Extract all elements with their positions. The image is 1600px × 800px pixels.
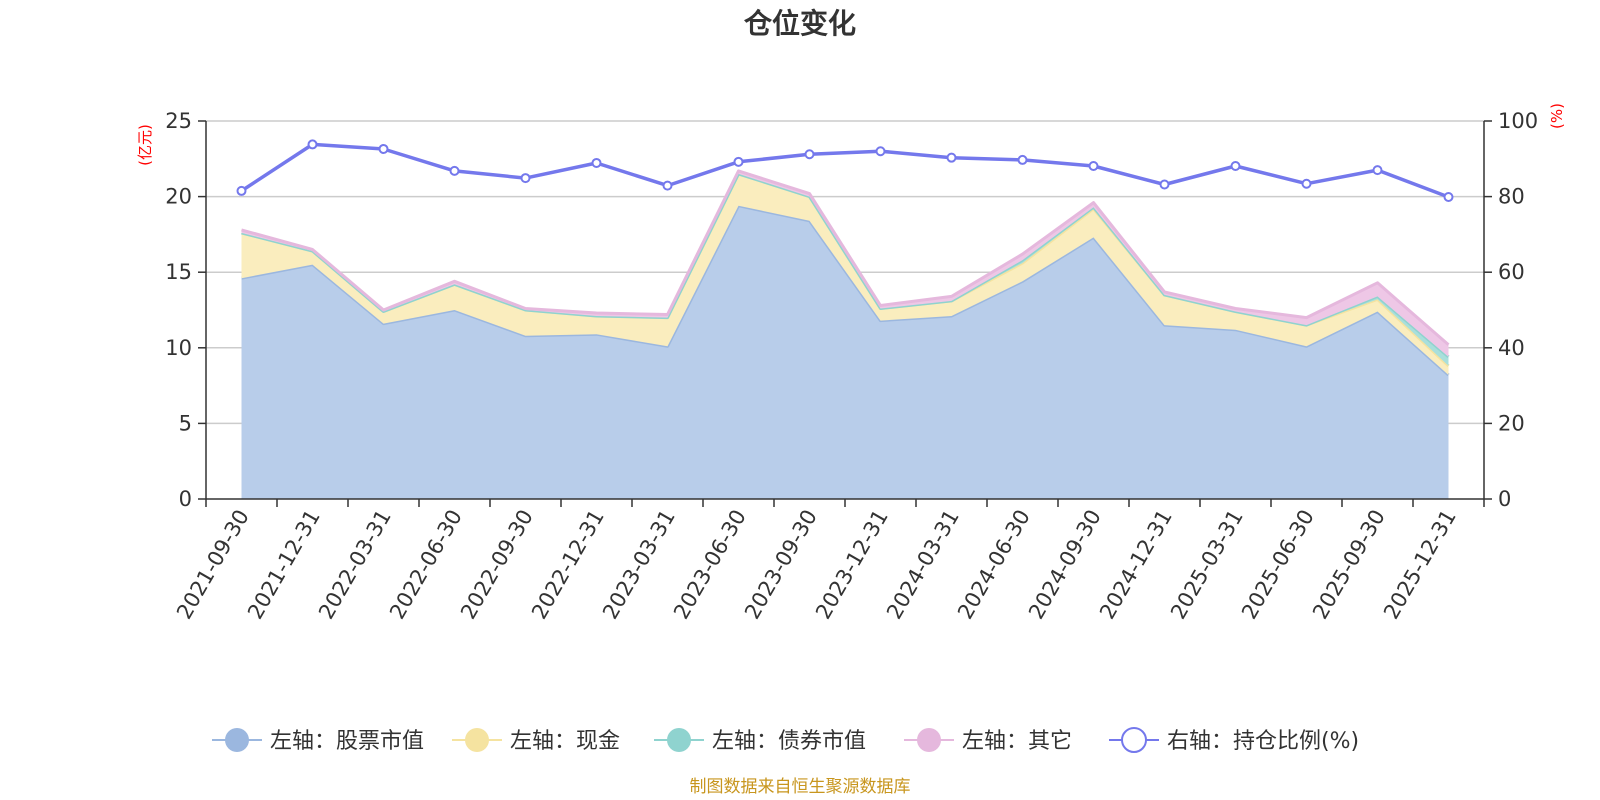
legend-label: 左轴：股票市值 [270,729,424,754]
area-series-4-edge [241,169,1450,346]
legend-swatch-marker [225,728,249,752]
x-axis-tick-label: 2025-06-30 [1237,506,1319,624]
holding-ratio-point [1017,154,1028,165]
right-axis-tick-label: 80 [1498,185,1525,209]
holding-ratio-point [307,139,318,150]
area-series-2 [241,173,1449,375]
x-axis-tick-label: 2025-12-31 [1379,506,1461,624]
right-axis-unit: (%) [1548,103,1566,129]
x-axis-tick-label: 2024-06-30 [953,506,1035,624]
legend-item-4: 左轴：其它 [904,728,1072,754]
holding-ratio-point [378,143,389,154]
holding-ratio-point [946,152,957,163]
legend-swatch-marker [1121,727,1147,753]
left-axis-tick-label: 5 [179,411,192,435]
stacked-areas [241,169,1450,499]
holding-ratio-line [240,142,1450,199]
x-axis-tick-label: 2022-09-30 [456,506,538,624]
left-axis-tick-label: 20 [165,185,192,209]
holding-ratio-point [1372,165,1383,176]
x-axis-tick-label: 2021-09-30 [172,506,254,624]
left-axis-tick-label: 15 [165,260,192,284]
source-note: 制图数据来自恒生聚源数据库 [690,777,911,797]
holding-ratio-point [1088,160,1099,171]
legend: 左轴：股票市值 左轴：现金 左轴：债券市值 左轴：其它 右轴：持仓比例(%) [212,727,1359,754]
chart-title: 仓位变化 [744,7,856,40]
legend-item-2: 左轴：现金 [452,728,620,754]
left-axis-tick-label: 10 [165,336,192,360]
x-axis-tick-label: 2022-12-31 [527,506,609,624]
holding-ratio-point [662,180,673,191]
holding-ratio-point [1301,178,1312,189]
right-axis-tick-label: 40 [1498,336,1525,360]
right-axis-tick-label: 20 [1498,411,1525,435]
right-axis-tick-label: 100 [1498,109,1538,133]
left-axis-unit: (亿元) [136,124,154,166]
legend-swatch-marker [667,728,691,752]
right-axis-tick-label: 0 [1498,487,1511,511]
holding-ratio-point [1230,160,1241,171]
legend-label: 右轴：持仓比例(%) [1167,729,1359,754]
legend-label: 左轴：其它 [962,729,1072,754]
holding-ratio-point [449,165,460,176]
holding-ratio-series [236,139,1454,202]
legend-label: 左轴：现金 [510,729,620,754]
x-axis-tick-label: 2023-06-30 [669,506,751,624]
holding-ratio-point [1159,179,1170,190]
x-axis-tick-label: 2024-12-31 [1095,506,1177,624]
holding-ratio-point [1443,191,1454,202]
holding-ratio-point [591,157,602,168]
holding-ratio-point [804,149,815,160]
x-axis-tick-label: 2024-03-31 [882,506,964,624]
holding-ratio-point [875,146,886,157]
holding-ratio-point [733,156,744,167]
left-axis-tick-label: 25 [165,109,192,133]
x-axis-tick-label: 2025-03-31 [1166,506,1248,624]
legend-item-1: 左轴：股票市值 [212,728,424,754]
x-axis-tick-label: 2021-12-31 [243,506,325,624]
legend-item-5: 右轴：持仓比例(%) [1109,727,1359,754]
x-axis-tick-label: 2023-09-30 [740,506,822,624]
x-axis-tick-label: 2023-12-31 [811,506,893,624]
holding-ratio-point [236,185,247,196]
legend-label: 左轴：债券市值 [712,729,866,754]
x-axis-tick-label: 2024-09-30 [1024,506,1106,624]
holding-ratio-point [520,173,531,184]
x-axis-tick-label: 2022-03-31 [314,506,396,624]
x-axis-tick-label: 2023-03-31 [598,506,680,624]
legend-item-3: 左轴：债券市值 [654,728,866,754]
area-series-1 [241,205,1449,499]
x-axis-tick-label: 2025-09-30 [1308,506,1390,624]
legend-swatch-marker [917,728,941,752]
legend-swatch-marker [465,728,489,752]
x-axis-tick-label: 2022-06-30 [385,506,467,624]
left-axis-tick-label: 0 [179,487,192,511]
right-axis-tick-label: 60 [1498,260,1525,284]
